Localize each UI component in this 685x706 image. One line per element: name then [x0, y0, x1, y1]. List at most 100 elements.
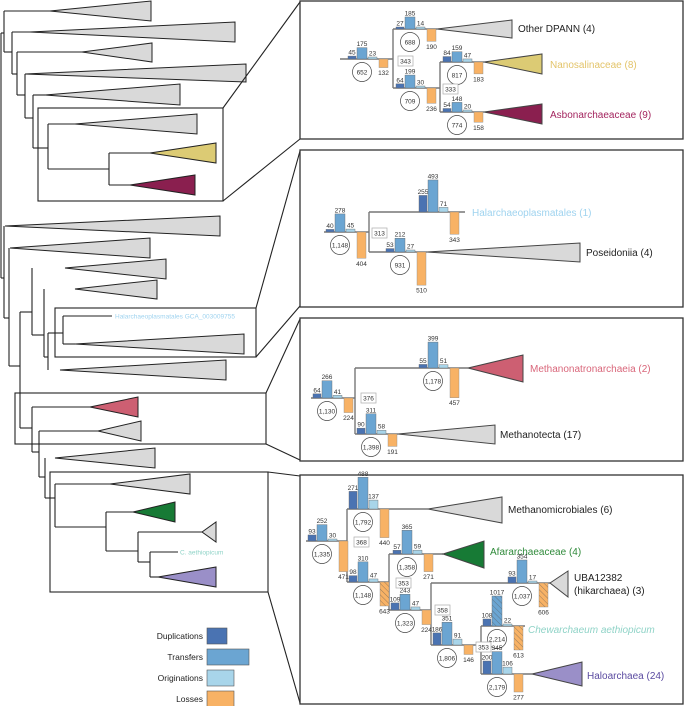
detail-panel-3: Methanonatronarchaeia (2) Methanotecta (1… [299, 317, 684, 462]
transfers-value: 351 [442, 616, 453, 623]
transfers-value: 365 [402, 524, 413, 531]
collapsed-clade-triangle [44, 83, 181, 106]
losses-value: 191 [387, 449, 398, 456]
event-node: 90 311 58 191 1,398 [356, 407, 398, 457]
zoom-connector [265, 318, 301, 394]
gene-count-value: 1,358 [399, 564, 416, 571]
clade-triangle [441, 540, 485, 569]
gene-count-circle [352, 62, 372, 82]
event-node: 186 351 91 146 1,806 [432, 616, 474, 668]
originations-value: 23 [369, 51, 377, 58]
gene-count-value: 774 [452, 122, 463, 129]
detail-panel-4: Methanomicrobiales (6) Afararchaeaceae (4… [299, 471, 684, 705]
event-node: 55 399 51 457 1,178 [418, 336, 460, 407]
losses-value: 606 [538, 610, 549, 617]
transfers-value: 185 [405, 10, 416, 17]
duplications-bar [385, 248, 395, 253]
duplications-value: 40 [326, 223, 334, 230]
ancestral-node-box [397, 55, 414, 67]
collapsed-clade-triangle [97, 420, 142, 442]
event-node: 108 1017 22 613 2,214 [482, 590, 525, 660]
duplications-bar [418, 195, 428, 213]
originations-bar [376, 430, 387, 435]
originations-value: 47 [370, 572, 378, 579]
transfers-bar [401, 530, 413, 555]
duplications-value: 57 [393, 544, 401, 551]
collapsed-clade-triangle [29, 21, 236, 43]
duplications-bar [482, 618, 492, 627]
ancestral-node-box [371, 227, 388, 239]
losses-bar [513, 673, 524, 693]
duplications-value: 271 [348, 485, 359, 492]
clade-label: Haloarchaea (24) [587, 671, 664, 682]
originations-bar [368, 578, 379, 583]
gene-count-value: 652 [357, 69, 368, 76]
gene-count-circle [400, 32, 420, 52]
transfers-value: 243 [400, 588, 411, 595]
legend-label-transfers: Transfers [167, 652, 203, 662]
losses-truncation-hatch [380, 582, 389, 606]
gene-count-value: 1,806 [439, 655, 456, 662]
transfers-bar [491, 651, 503, 675]
losses-value: 236 [426, 106, 437, 113]
ancestral-node-box [434, 604, 451, 616]
ancestral-node-value: 333 [445, 86, 456, 93]
gene-count-circle [487, 629, 507, 649]
duplications-value: 90 [357, 422, 365, 429]
duplications-value: 93 [508, 570, 516, 577]
originations-value: 58 [378, 424, 386, 431]
clade-label: Nanosalinaceae (8) [550, 60, 637, 71]
transfers-bar [321, 380, 333, 399]
transfers-value: 493 [428, 173, 439, 180]
transfers-bar [365, 413, 377, 435]
clade-triangle [531, 661, 583, 687]
collapsed-clade-triangle [9, 237, 151, 259]
zoom-connector [222, 1, 301, 109]
originations-value: 45 [347, 223, 355, 230]
zoom-connector [267, 471, 301, 477]
transfers-truncation-hatch [492, 596, 502, 626]
originations-bar [527, 580, 538, 584]
highlight-box [54, 307, 257, 358]
gene-count-value: 817 [452, 72, 463, 79]
collapsed-clade-triangle [129, 174, 196, 196]
originations-value: 22 [504, 618, 512, 625]
ancestral-node-box [360, 392, 377, 404]
ancestral-node-box [442, 83, 459, 95]
duplications-value: 186 [432, 626, 443, 633]
originations-value: 51 [440, 358, 448, 365]
panel-frame [299, 149, 684, 308]
duplications-bar [348, 575, 358, 583]
collapsed-clade-triangle [74, 113, 198, 135]
gene-count-circle [312, 544, 332, 564]
transfers-value: 399 [428, 336, 439, 343]
transfers-bar [399, 594, 411, 611]
originations-bar [438, 207, 449, 213]
event-node: 271 488 137 440 1,792 [348, 471, 391, 547]
losses-bar [473, 61, 484, 75]
detail-panels: Other DPANN (4) Nanosalinaceae (8) Asbonar… [299, 0, 684, 705]
duplications-bar [395, 83, 405, 89]
duplications-value: 55 [419, 358, 427, 365]
legend-swatch-transfers [206, 648, 250, 666]
duplications-bar [390, 602, 400, 611]
duplications-value: 200 [482, 655, 493, 662]
originations-value: 41 [334, 389, 342, 396]
duplications-value: 64 [313, 387, 321, 394]
originations-bar [412, 549, 423, 555]
gene-count-circle [353, 585, 373, 605]
duplications-bar [307, 534, 317, 542]
originations-bar [327, 538, 338, 542]
losses-value: 404 [356, 261, 367, 268]
gene-count-value: 1,130 [319, 408, 336, 415]
duplications-bar [442, 56, 452, 63]
originations-value: 17 [529, 575, 537, 582]
clade-triangle [427, 496, 503, 524]
collapsed-clade-triangle [157, 566, 217, 588]
transfers-bar [451, 102, 463, 113]
duplications-value: 108 [482, 612, 493, 619]
